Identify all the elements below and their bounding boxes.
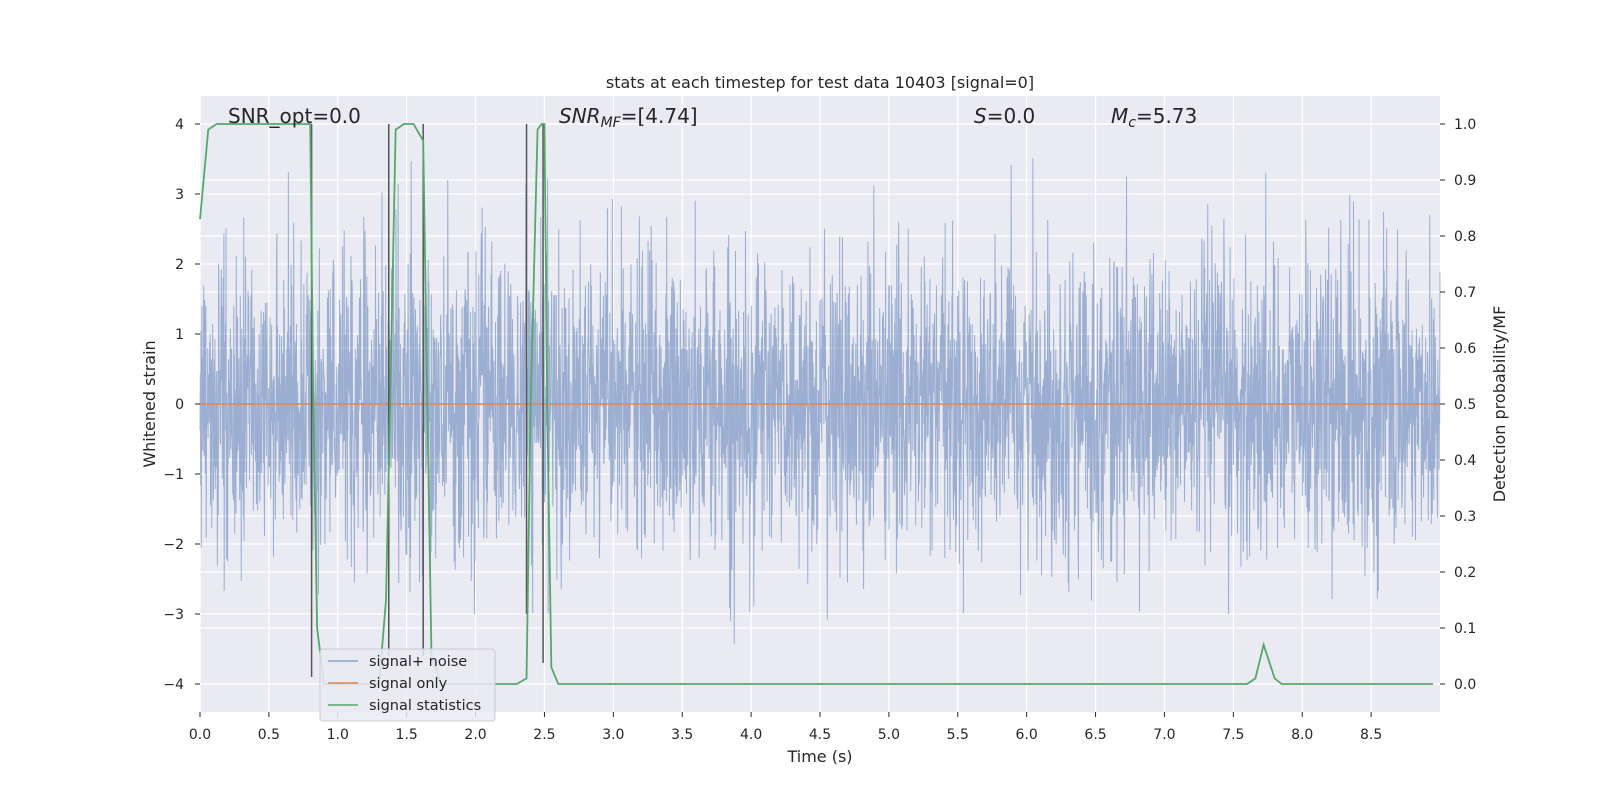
y2-tick-label: 0.1 <box>1454 621 1476 637</box>
y2-tick-label: 0.8 <box>1454 229 1476 245</box>
y-tick-label: 4 <box>175 117 184 133</box>
x-tick-label: 4.0 <box>740 727 762 743</box>
y-tick-label: 3 <box>175 187 184 203</box>
y2-tick-label: 0.6 <box>1454 341 1476 357</box>
x-tick-label: 0.0 <box>189 727 211 743</box>
x-tick-label: 2.0 <box>464 727 486 743</box>
x-axis-title: Time (s) <box>786 747 852 766</box>
y2-tick-label: 0.5 <box>1454 397 1476 413</box>
annotation-snr-opt: SNR_opt=0.0 <box>228 104 361 128</box>
x-tick-label: 3.0 <box>602 727 624 743</box>
y2-tick-label: 0.0 <box>1454 677 1476 693</box>
y2-tick-label: 1.0 <box>1454 117 1476 133</box>
noise-series <box>199 158 1441 644</box>
mc-rest: =5.73 <box>1136 104 1197 128</box>
y-tick-label: −4 <box>163 677 184 693</box>
noise-trace <box>199 158 1441 644</box>
snr-mf-sub: MF <box>601 115 622 131</box>
y-tick-label: −2 <box>163 537 184 553</box>
s-rest: =0.0 <box>987 104 1036 128</box>
annotation-mc: Mc=5.73 <box>1111 104 1197 131</box>
legend-box <box>319 648 496 722</box>
x-tick-label: 0.5 <box>258 727 280 743</box>
y-axis-title: Whitened strain <box>140 340 159 467</box>
left-y-axis: 4 3 2 1 0 −1 −2 −3 −4 <box>163 117 200 693</box>
x-tick-label: 7.0 <box>1153 727 1175 743</box>
y2-tick-label: 0.7 <box>1454 285 1476 301</box>
x-tick-label: 5.0 <box>878 727 900 743</box>
x-tick-label: 7.5 <box>1222 727 1244 743</box>
y-tick-label: 2 <box>175 257 184 273</box>
legend-label-statistics: signal statistics <box>369 698 481 714</box>
y-tick-label: 1 <box>175 327 184 343</box>
y-tick-label: −3 <box>163 607 184 623</box>
x-axis: 0.0 0.5 1.0 1.5 2.0 2.5 3.0 3.5 4.0 4.5 5.0 5.5 6.0 6… <box>189 712 1382 743</box>
y2-axis-title: Detection probability/MF <box>1490 306 1509 503</box>
legend-label-noise: signal+ noise <box>369 654 467 670</box>
snr-mf-base: SNR <box>559 104 601 128</box>
s-var: S <box>974 104 987 128</box>
y-tick-label: −1 <box>163 467 184 483</box>
annotation-s: S=0.0 <box>974 104 1035 128</box>
mc-sub: c <box>1128 115 1136 131</box>
snr-mf-rest: =[4.74] <box>621 104 698 128</box>
x-tick-label: 6.5 <box>1084 727 1106 743</box>
y2-tick-label: 0.9 <box>1454 173 1476 189</box>
x-tick-label: 3.5 <box>671 727 693 743</box>
x-tick-label: 2.5 <box>533 727 555 743</box>
x-tick-label: 1.5 <box>396 727 418 743</box>
y2-tick-label: 0.2 <box>1454 565 1476 581</box>
y2-tick-label: 0.3 <box>1454 509 1476 525</box>
x-tick-label: 8.5 <box>1360 727 1382 743</box>
x-tick-label: 5.5 <box>947 727 969 743</box>
y2-tick-label: 0.4 <box>1454 453 1476 469</box>
legend: signal+ noise signal only signal statist… <box>319 648 496 722</box>
vertical-markers <box>310 124 544 677</box>
right-y-axis: 1.0 0.9 0.8 0.7 0.6 0.5 0.4 0.3 0.2 0.1 0.0 <box>1440 117 1476 693</box>
annotation-snr-mf: SNRMF=[4.74] <box>559 104 698 131</box>
annotations: SNR_opt=0.0 SNRMF=[4.74] S=0.0 Mc=5.73 <box>228 104 1197 131</box>
x-tick-label: 6.0 <box>1016 727 1038 743</box>
x-tick-label: 8.0 <box>1291 727 1313 743</box>
y-tick-label: 0 <box>175 397 184 413</box>
x-tick-label: 4.5 <box>809 727 831 743</box>
mc-base: M <box>1111 104 1128 128</box>
chart-title: stats at each timestep for test data 104… <box>606 73 1034 92</box>
legend-label-signal-only: signal only <box>369 676 448 692</box>
x-tick-label: 1.0 <box>327 727 349 743</box>
